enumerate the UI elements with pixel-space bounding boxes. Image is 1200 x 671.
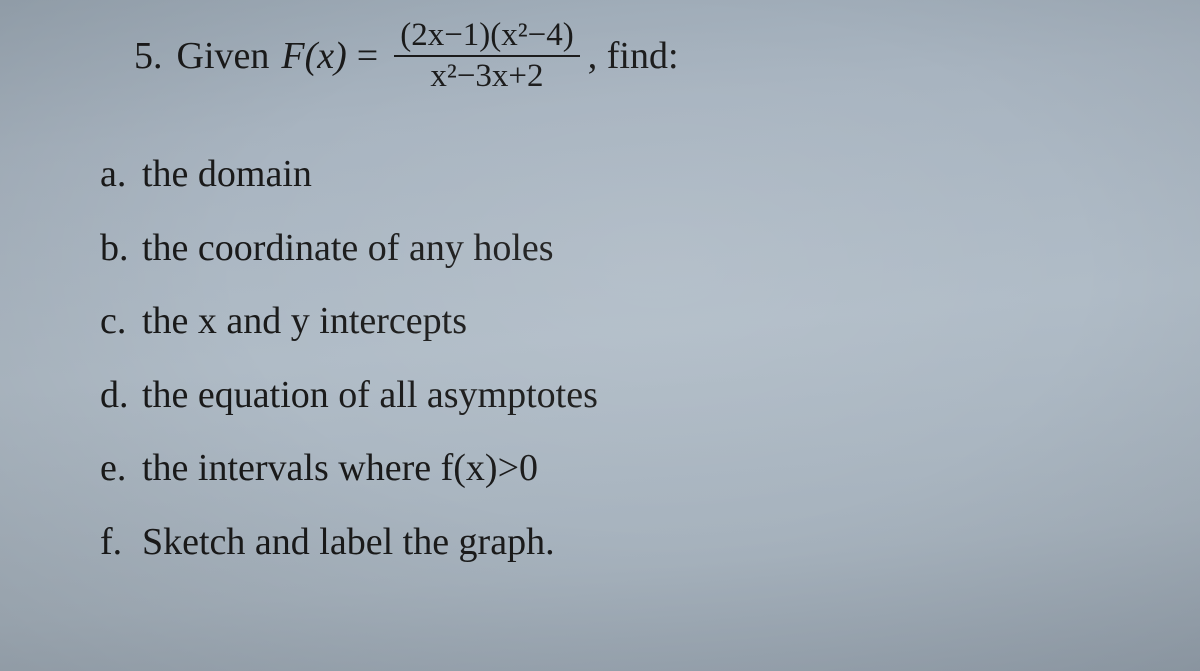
list-item: a.the domain [100, 151, 1100, 199]
fraction: (2x−1)(x²−4) x²−3x+2 [394, 18, 580, 93]
subparts-list: a.the domain b.the coordinate of any hol… [100, 151, 1100, 566]
item-text: the coordinate of any holes [142, 227, 554, 269]
item-text: Sketch and label the graph. [142, 521, 555, 563]
item-text: the domain [142, 153, 312, 195]
equals-sign: = [357, 34, 378, 78]
problem-statement: 5. Given F(x) = (2x−1)(x²−4) x²−3x+2 , f… [134, 18, 1100, 93]
item-label: b. [100, 225, 142, 273]
fraction-denominator: x²−3x+2 [424, 59, 549, 94]
list-item: e.the intervals where f(x)>0 [100, 445, 1100, 493]
page: 5. Given F(x) = (2x−1)(x²−4) x²−3x+2 , f… [0, 0, 1200, 566]
item-text: the intervals where f(x)>0 [142, 447, 538, 489]
problem-trailer: , find: [588, 34, 679, 78]
fraction-numerator: (2x−1)(x²−4) [394, 18, 580, 53]
item-label: f. [100, 519, 142, 567]
problem-number: 5. [134, 34, 163, 78]
item-label: d. [100, 372, 142, 420]
item-text: the x and y intercepts [142, 300, 467, 342]
list-item: f.Sketch and label the graph. [100, 519, 1100, 567]
list-item: c.the x and y intercepts [100, 298, 1100, 346]
fraction-bar [394, 55, 580, 57]
item-text: the equation of all asymptotes [142, 374, 598, 416]
problem-lead: Given [177, 34, 270, 78]
function-name: F(x) [281, 34, 346, 78]
list-item: d.the equation of all asymptotes [100, 372, 1100, 420]
item-label: a. [100, 151, 142, 199]
list-item: b.the coordinate of any holes [100, 225, 1100, 273]
item-label: e. [100, 445, 142, 493]
item-label: c. [100, 298, 142, 346]
